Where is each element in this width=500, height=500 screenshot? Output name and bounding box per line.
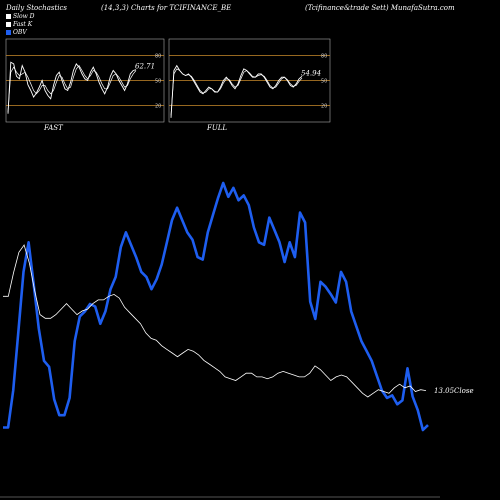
full-stochastic-panel: 80 50 20 54.94 xyxy=(168,38,331,123)
fast-panel-label: FAST xyxy=(44,124,63,132)
legend-fast-k: Fast K xyxy=(6,21,32,28)
header-right: (Tcifinance&trade Sett) MunafaSutra.com xyxy=(305,4,455,12)
fast-last-value: 62.71 xyxy=(135,63,155,71)
obv-line xyxy=(3,181,429,432)
full-tick-20: 20 xyxy=(321,103,327,109)
legend-swatch-slow-d xyxy=(6,14,11,19)
fast-series-0 xyxy=(7,61,137,114)
legend-slow-d: Slow D xyxy=(6,13,35,20)
legend-obv: OBV xyxy=(6,29,27,36)
full-tick-80: 80 xyxy=(321,54,327,60)
full-panel-label: FULL xyxy=(207,124,228,132)
full-tick-50: 50 xyxy=(321,79,327,85)
legend-label-slow-d: Slow D xyxy=(13,13,35,20)
fast-tick-80: 80 xyxy=(155,54,161,60)
close-value-label: 13.05Close xyxy=(434,387,474,395)
fast-stochastic-panel: 80 50 20 62.71 xyxy=(5,38,165,123)
obv-close-panel: 13.05Close xyxy=(0,181,474,498)
legend-label-obv: OBV xyxy=(13,29,27,36)
legend-label-fast-k: Fast K xyxy=(13,21,33,28)
close-line xyxy=(3,244,427,398)
header-mid: (14,3,3) Charts for TCIFINANCE_BE xyxy=(101,4,232,12)
fast-tick-20: 20 xyxy=(155,103,161,109)
fast-tick-50: 50 xyxy=(155,79,161,85)
fast-series-1 xyxy=(7,64,137,113)
header-left: Daily Stochastics xyxy=(6,4,68,12)
full-series-1 xyxy=(170,68,303,116)
legend-swatch-obv xyxy=(6,30,11,35)
legend-swatch-fast-k xyxy=(6,22,11,27)
full-last-value: 54.94 xyxy=(301,69,321,77)
